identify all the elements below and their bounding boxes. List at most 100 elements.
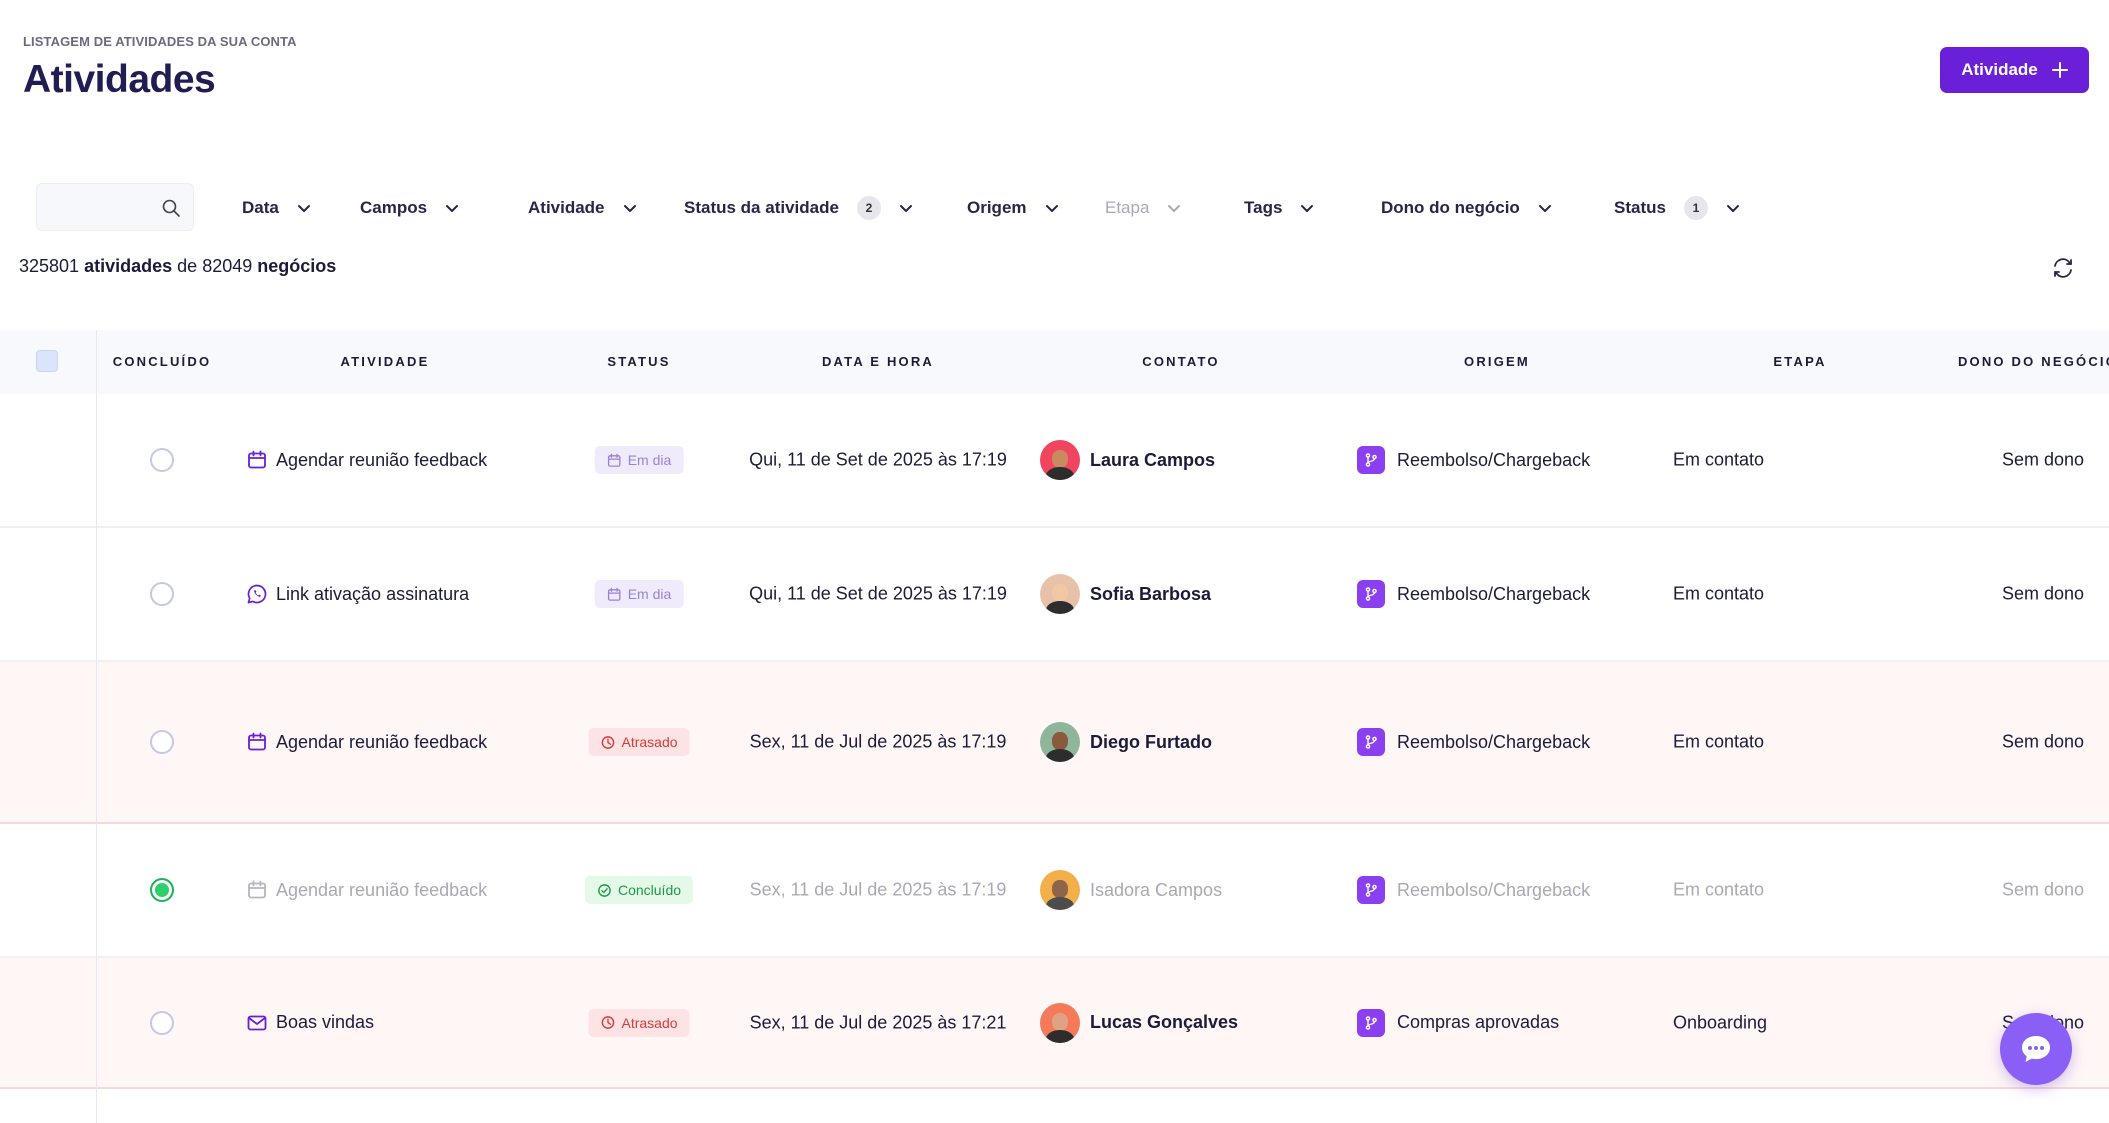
calendar-icon bbox=[248, 732, 266, 751]
column-header: ETAPA bbox=[1773, 354, 1827, 369]
contact-cell[interactable]: Isadora Campos bbox=[1040, 870, 1222, 910]
activity-cell[interactable]: Agendar reunião feedback bbox=[246, 879, 487, 901]
calendar-icon bbox=[607, 587, 621, 601]
filter-2[interactable]: Atividade bbox=[528, 194, 639, 222]
table-row[interactable]: Agendar reunião feedback Em dia Qui, 11 de… bbox=[0, 394, 2109, 528]
refresh-icon[interactable] bbox=[2051, 256, 2075, 280]
branch-icon bbox=[1365, 453, 1377, 467]
select-all-checkbox[interactable] bbox=[36, 350, 58, 372]
contact-cell[interactable]: Laura Campos bbox=[1040, 440, 1215, 480]
status-badge: Atrasado bbox=[588, 1008, 690, 1037]
avatar bbox=[1040, 1002, 1080, 1043]
filter-count-badge: 2 bbox=[856, 196, 881, 220]
branch-icon bbox=[1365, 1015, 1377, 1030]
status-label: Concluído bbox=[617, 882, 682, 898]
filter-8[interactable]: Status 1 bbox=[1614, 194, 1742, 222]
table-header: CONCLUÍDO ATIVIDADE STATUS DATA E HORA CONTA… bbox=[0, 330, 2109, 394]
done-checkbox[interactable] bbox=[150, 1010, 174, 1035]
contact-cell[interactable]: Diego Furtado bbox=[1040, 722, 1212, 762]
table-row[interactable]: Agendar reunião feedback Concluído Sex, 11… bbox=[0, 824, 2109, 958]
search-input[interactable] bbox=[47, 192, 157, 222]
activity-name: Agendar reunião feedback bbox=[276, 879, 488, 900]
table-row[interactable]: Boas vindas Atrasado Sex, 11 de Jul de 202… bbox=[0, 958, 2109, 1089]
filter-4[interactable]: Origem bbox=[967, 194, 1061, 222]
activity-name: Boas vindas bbox=[276, 1012, 375, 1032]
search-icon[interactable] bbox=[161, 198, 181, 218]
avatar bbox=[1040, 870, 1080, 910]
chat-widget-button[interactable] bbox=[2000, 1013, 2072, 1085]
table-row[interactable]: Agendar reunião feedback Atrasado Sex, 11 … bbox=[0, 662, 2109, 824]
filter-label: Data bbox=[242, 198, 279, 217]
origin-cell: Reembolso/Chargeback bbox=[1357, 580, 1590, 608]
origin-name: Reembolso/Chargeback bbox=[1397, 583, 1591, 604]
results-summary: 325801 atividades de 82049 negócios bbox=[19, 256, 336, 277]
done-checkbox[interactable] bbox=[150, 448, 174, 472]
calendar-icon bbox=[248, 880, 266, 899]
activity-cell[interactable]: Link ativação assinatura bbox=[246, 583, 469, 605]
chevron-down-icon bbox=[1168, 205, 1181, 212]
branch-icon bbox=[1365, 735, 1377, 749]
filter-0[interactable]: Data bbox=[242, 194, 313, 222]
origin-name: Reembolso/Chargeback bbox=[1397, 449, 1591, 470]
column-header: CONCLUÍDO bbox=[112, 354, 212, 369]
filter-label: Atividade bbox=[528, 198, 605, 217]
filter-3[interactable]: Status da atividade 2 bbox=[684, 194, 915, 222]
table-row[interactable]: Link ativação assinatura Em dia Qui, 11 de… bbox=[0, 528, 2109, 662]
done-checkbox[interactable] bbox=[150, 582, 174, 606]
contact-name: Isadora Campos bbox=[1090, 879, 1223, 900]
origin-badge bbox=[1357, 728, 1385, 756]
chevron-down-icon bbox=[1301, 205, 1314, 212]
contact-cell[interactable]: Lucas Gonçalves bbox=[1040, 1002, 1239, 1043]
contact-name: Laura Campos bbox=[1090, 449, 1216, 470]
contact-name: Lucas Gonçalves bbox=[1090, 1012, 1239, 1032]
status-label: Em dia bbox=[627, 452, 672, 468]
origin-cell: Compras aprovadas bbox=[1357, 1008, 1559, 1037]
of-word: de bbox=[177, 256, 198, 276]
clock-alert-icon bbox=[601, 1016, 615, 1029]
filter-7[interactable]: Dono do negócio bbox=[1381, 194, 1554, 222]
stage: Em contato bbox=[1673, 731, 1765, 752]
contact-cell[interactable]: Sofia Barbosa bbox=[1040, 574, 1211, 614]
filter-1[interactable]: Campos bbox=[360, 194, 461, 222]
contact-name: Sofia Barbosa bbox=[1090, 583, 1212, 604]
stage: Em contato bbox=[1673, 449, 1765, 470]
done-checkbox[interactable] bbox=[150, 730, 174, 754]
column-header: DONO DO NEGÓCIO bbox=[1957, 354, 2109, 369]
column-header: STATUS bbox=[607, 354, 671, 369]
activity-name: Agendar reunião feedback bbox=[276, 731, 488, 752]
chevron-down-icon bbox=[623, 205, 636, 212]
filter-6[interactable]: Tags bbox=[1244, 194, 1316, 222]
activity-cell[interactable]: Boas vindas bbox=[246, 1012, 374, 1034]
branch-icon bbox=[1365, 587, 1377, 601]
activities-word: atividades bbox=[84, 256, 173, 276]
filter-label: Etapa bbox=[1105, 198, 1150, 217]
chevron-down-icon bbox=[1538, 205, 1551, 212]
chevron-down-icon bbox=[446, 205, 459, 212]
contact-name: Diego Furtado bbox=[1090, 731, 1212, 752]
column-header: ATIVIDADE bbox=[340, 354, 430, 369]
deals-word: negócios bbox=[257, 256, 337, 276]
clock-alert-icon bbox=[601, 735, 615, 749]
activity-cell[interactable]: Agendar reunião feedback bbox=[246, 449, 487, 471]
done-checkbox[interactable] bbox=[150, 878, 174, 902]
origin-cell: Reembolso/Chargeback bbox=[1357, 728, 1590, 756]
filter-label: Status da atividade bbox=[684, 198, 839, 217]
avatar bbox=[1040, 574, 1080, 614]
stage: Onboarding bbox=[1673, 1012, 1768, 1032]
stage: Em contato bbox=[1673, 583, 1765, 604]
datetime: Sex, 11 de Jul de 2025 às 17:19 bbox=[749, 879, 1007, 900]
datetime: Sex, 11 de Jul de 2025 às 17:19 bbox=[749, 731, 1007, 752]
chevron-down-icon bbox=[899, 205, 912, 212]
activities-count: 325801 bbox=[19, 256, 80, 276]
filter-label: Status bbox=[1614, 198, 1666, 217]
column-header: CONTATO bbox=[1142, 354, 1220, 369]
status-badge: Atrasado bbox=[588, 728, 690, 756]
page-eyebrow: LISTAGEM DE ATIVIDADES DA SUA CONTA bbox=[23, 34, 297, 49]
filter-label: Origem bbox=[967, 198, 1027, 217]
origin-badge bbox=[1357, 580, 1385, 608]
add-activity-button[interactable]: Atividade bbox=[1940, 47, 2089, 93]
activity-name: Link ativação assinatura bbox=[276, 583, 470, 604]
status-badge: Em dia bbox=[594, 446, 684, 474]
activity-cell[interactable]: Agendar reunião feedback bbox=[246, 731, 487, 753]
datetime: Qui, 11 de Set de 2025 às 17:19 bbox=[749, 449, 1007, 470]
